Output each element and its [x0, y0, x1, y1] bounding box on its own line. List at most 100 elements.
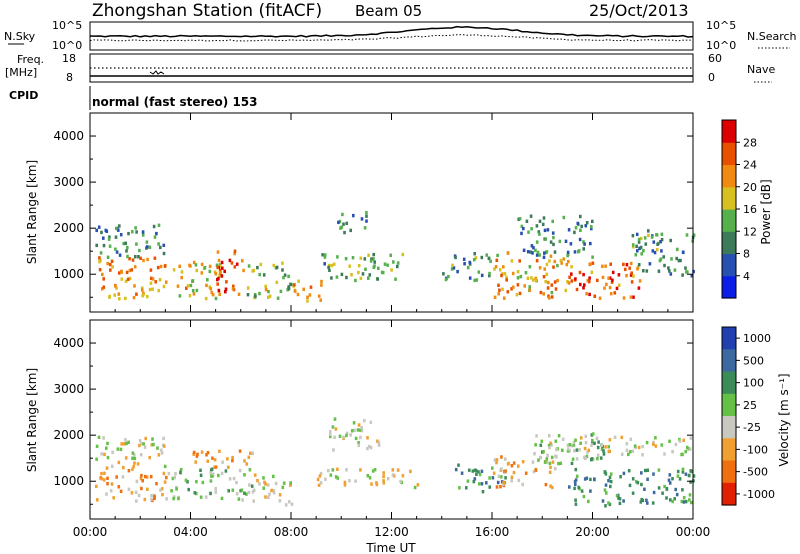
scatter-cell [158, 278, 162, 282]
scatter-cell [409, 469, 412, 474]
power-y-ticks: 1000 2000 3000 4000 [53, 129, 693, 298]
scatter-cell [356, 428, 360, 432]
scatter-cell [652, 490, 656, 495]
scatter-cell [341, 212, 344, 217]
scatter-cell [502, 482, 505, 486]
scatter-cell [570, 272, 573, 276]
scatter-cell [505, 275, 508, 280]
scatter-cell [204, 495, 208, 499]
velocity-y-ticks: 1000 2000 3000 4000 [53, 336, 693, 505]
scatter-cell [372, 257, 375, 261]
scatter-cell [333, 435, 336, 439]
scatter-cell [615, 494, 619, 498]
scatter-cell [582, 494, 586, 499]
scatter-cell [194, 460, 197, 464]
scatter-cell [518, 259, 521, 263]
scatter-cell [542, 292, 545, 296]
scatter-cell [370, 482, 373, 486]
scatter-cell [600, 443, 603, 447]
scatter-cell [535, 434, 538, 438]
scatter-cell [587, 448, 591, 452]
colorbar-tick-label: 24 [743, 159, 757, 172]
scatter-cell [354, 436, 358, 441]
scatter-cell [548, 259, 551, 263]
scatter-cell [510, 287, 513, 291]
scatter-cell [555, 447, 558, 452]
scatter-cell [493, 295, 497, 299]
scatter-cell [151, 437, 154, 441]
scatter-cell [538, 219, 542, 223]
scatter-cell [684, 472, 688, 476]
scatter-cell [496, 253, 499, 258]
scatter-cell [249, 451, 252, 455]
scatter-cell [116, 447, 120, 451]
freq-right-tick-bottom: 0 [708, 71, 715, 84]
scatter-cell [548, 461, 552, 466]
scatter-cell [296, 292, 300, 297]
scatter-cell [105, 229, 109, 233]
scatter-cell [466, 265, 470, 270]
scatter-cell [602, 449, 605, 453]
scatter-cell [109, 489, 113, 493]
scatter-cell [570, 279, 574, 283]
scatter-cell [613, 291, 617, 295]
scatter-cell [550, 455, 554, 460]
scatter-cell [396, 264, 399, 269]
scatter-cell [138, 439, 142, 443]
scatter-cell [526, 276, 530, 280]
scatter-cell [588, 262, 592, 266]
scatter-cell [537, 230, 541, 234]
scatter-cell [545, 457, 549, 461]
scatter-cell [133, 284, 136, 288]
scatter-cell [223, 269, 226, 273]
scatter-cell [287, 274, 290, 279]
scatter-cell [117, 485, 121, 489]
scatter-cell [180, 270, 184, 274]
scatter-cell [200, 262, 204, 267]
scatter-cell [574, 226, 578, 230]
scatter-cell [543, 460, 547, 464]
scatter-cell [131, 467, 134, 471]
scatter-cell [517, 464, 520, 468]
scatter-cell [539, 456, 543, 460]
scatter-cell [200, 271, 204, 275]
scatter-cell [532, 469, 536, 474]
scatter-cell [681, 470, 685, 474]
scatter-cell [522, 248, 526, 252]
scatter-cell [608, 449, 611, 453]
scatter-cell [654, 444, 658, 448]
scatter-cell [646, 468, 649, 472]
colorbar-segment [722, 142, 736, 166]
scatter-cell [574, 482, 577, 487]
scatter-cell [152, 442, 155, 447]
scatter-cell [677, 258, 681, 263]
scatter-cell [253, 473, 257, 477]
scatter-cell [382, 479, 385, 483]
scatter-cell [673, 497, 676, 501]
scatter-cell [258, 272, 261, 277]
scatter-cell [543, 228, 547, 233]
scatter-cell [608, 475, 612, 480]
scatter-cell [138, 248, 141, 253]
scatter-cell [554, 439, 558, 443]
scatter-cell [588, 280, 591, 284]
scatter-cell [551, 219, 554, 224]
scatter-cell [642, 269, 645, 273]
scatter-cell [259, 262, 263, 267]
scatter-cell [217, 258, 221, 263]
scatter-cell [571, 457, 575, 461]
scatter-cell [377, 443, 381, 447]
colorbar-segment [722, 371, 736, 395]
scatter-cell [662, 255, 665, 259]
scatter-cell [554, 454, 557, 458]
freq-jitter [149, 70, 165, 75]
scatter-cell [162, 471, 166, 476]
scatter-cell [495, 258, 499, 262]
scatter-cell [360, 426, 363, 430]
scatter-cell [233, 249, 237, 253]
colorbar-tick-label: 8 [743, 248, 750, 261]
scatter-cell [270, 488, 273, 493]
scatter-cell [588, 276, 591, 280]
power-scatter [95, 210, 696, 303]
scatter-cell [660, 232, 664, 236]
